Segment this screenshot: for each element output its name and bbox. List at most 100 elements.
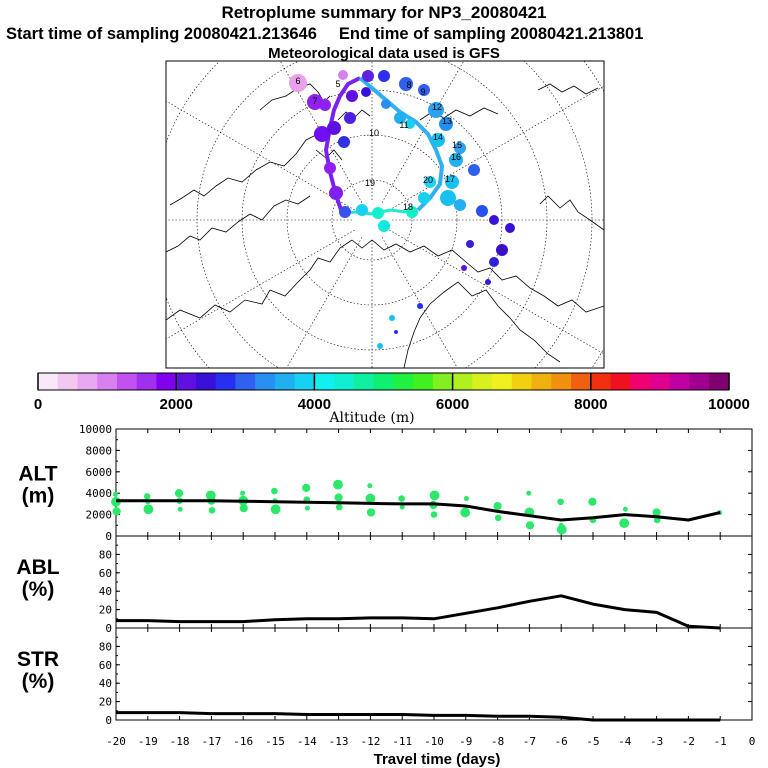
y-tick-label: 40: [99, 585, 112, 598]
scatter-point: [366, 508, 376, 517]
scatter-point: [335, 503, 343, 511]
colorbar-swatch: [38, 373, 59, 390]
cluster-marker: [361, 87, 371, 97]
colorbar-swatch: [472, 373, 493, 390]
cluster-marker: [289, 74, 307, 92]
trajectory-path-blue: [358, 76, 445, 212]
colorbar-swatch: [413, 373, 434, 390]
trajectory-label: 14: [433, 132, 443, 142]
trajectory-label: 7: [312, 96, 317, 106]
colorbar-swatch: [571, 373, 592, 390]
cluster-marker: [417, 303, 423, 309]
colorbar-swatch: [116, 373, 138, 390]
coastline: [539, 195, 604, 231]
scatter-point: [460, 507, 471, 518]
cluster-marker: [405, 119, 415, 129]
scatter-point: [143, 493, 151, 500]
cluster-marker: [319, 99, 331, 111]
panel-alt: 0 2000 4000 6000 8000 10000 ALT(m): [18, 423, 753, 543]
scatter-point: [525, 521, 535, 530]
trajectory-label: 12: [432, 102, 442, 112]
cluster-marker: [372, 207, 384, 219]
trajectory-label: 17: [445, 174, 455, 184]
cluster-marker: [329, 186, 343, 200]
time-series-panels: 0200040006000800010000ALT(m)020406080ABL…: [16, 423, 755, 748]
coastline: [166, 239, 353, 321]
cluster-marker: [389, 315, 395, 321]
cluster-marker: [466, 240, 474, 248]
cluster-marker: [489, 257, 499, 267]
meridian-line: [381, 61, 465, 203]
cluster-marker: [339, 206, 351, 218]
cluster-marker: [449, 153, 463, 167]
trajectory-label: 6: [295, 76, 300, 86]
cluster-marker: [489, 215, 499, 225]
y-tick-label: 60: [99, 567, 112, 580]
colorbar: 0 2000 4000 6000 8000 10000: [34, 372, 750, 413]
coastline: [351, 239, 467, 263]
colorbar-swatch: [452, 373, 473, 390]
cluster-marker: [428, 102, 444, 118]
cluster-marker: [445, 175, 459, 189]
cluster-marker: [307, 94, 323, 110]
cluster-marker: [378, 220, 390, 232]
x-tick-label: -10: [424, 735, 444, 748]
colorbar-swatch: [511, 373, 533, 390]
colorbar-swatch: [97, 373, 118, 390]
scatter-point: [334, 493, 343, 502]
cluster-marker: [381, 99, 391, 109]
scatter-point: [112, 491, 118, 497]
y-tick-label: 80: [99, 640, 112, 653]
x-tick-label: -4: [618, 735, 632, 748]
trajectory-label: 15: [452, 140, 462, 150]
colorbar-swatch: [531, 373, 552, 390]
scatter-point: [143, 504, 154, 515]
cluster-marker: [314, 126, 330, 142]
scatter-point: [429, 490, 440, 501]
colorbar-swatch: [669, 373, 691, 390]
cluster-marker: [338, 70, 348, 80]
scatter-point: [556, 524, 567, 535]
scatter-point: [333, 479, 343, 490]
cluster-marker: [454, 199, 466, 211]
cluster-marker: [324, 162, 336, 174]
sampling-times: Start time of sampling 20080421.213646 En…: [6, 25, 766, 43]
x-tick-label: -18: [170, 735, 190, 748]
cluster-marker: [440, 190, 456, 206]
scatter-point: [493, 501, 502, 511]
colorbar-swatch: [689, 373, 710, 390]
map-frame: [165, 60, 605, 369]
cluster-marker: [327, 121, 341, 135]
colorbar-swatch: [630, 373, 651, 390]
colorbar-tick-label: 6000: [436, 396, 469, 413]
colorbar-tick-label: 2000: [160, 396, 193, 413]
x-tick-label: -1: [714, 735, 727, 748]
cluster-marker: [346, 90, 358, 102]
y-tick-label: 40: [99, 677, 112, 690]
x-tick-label: -12: [360, 735, 380, 748]
panel-frame: [115, 535, 753, 629]
scatter-point: [112, 507, 121, 516]
colorbar-swatch: [709, 373, 730, 390]
colorbar-swatch: [650, 373, 671, 390]
colorbar-swatch: [274, 373, 296, 390]
cluster-marker: [362, 70, 374, 82]
scatter-point: [463, 496, 469, 502]
colorbar-swatch: [492, 373, 513, 390]
y-tick-label: 0: [105, 622, 112, 635]
x-axis-label: Travel time (days): [374, 751, 501, 768]
y-tick-label: 20: [99, 696, 112, 709]
cluster-marker: [439, 117, 453, 131]
scatter-point: [208, 507, 216, 514]
x-tick-label: -19: [138, 735, 158, 748]
colorbar-tick-label: 0: [34, 396, 42, 413]
cluster-marker: [399, 77, 413, 91]
colorbar-swatch: [393, 373, 414, 390]
y-tick-label: 20: [99, 604, 112, 617]
cluster-marker: [418, 192, 430, 204]
colorbar-swatch: [57, 373, 79, 390]
x-tick-label: -11: [392, 735, 412, 748]
